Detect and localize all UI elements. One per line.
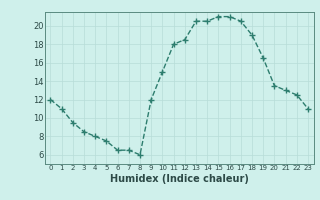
X-axis label: Humidex (Indice chaleur): Humidex (Indice chaleur) xyxy=(110,174,249,184)
